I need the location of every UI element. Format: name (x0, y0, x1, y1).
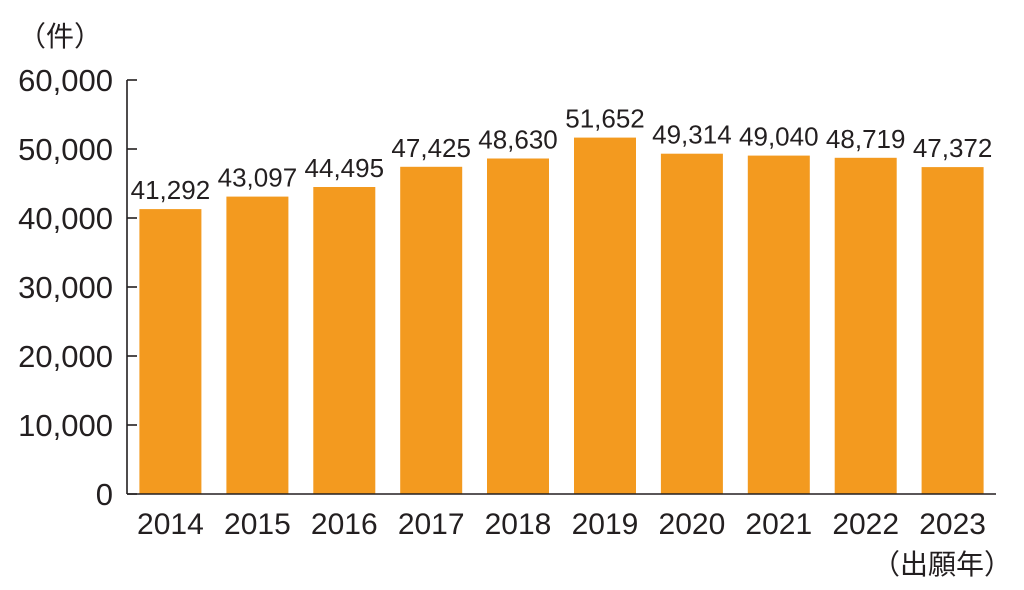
y-tick-label-0: 0 (96, 477, 113, 512)
x-tick-label-2014: 2014 (137, 508, 204, 541)
data-label-2014: 41,292 (131, 175, 211, 205)
y-tick-label-10000: 10,000 (18, 408, 113, 443)
bar-2017 (400, 166, 463, 495)
data-label-2017: 47,425 (391, 133, 471, 163)
bar-2014 (139, 209, 202, 494)
data-label-2015: 43,097 (218, 163, 298, 193)
labels-layer: 41,292 2014 43,097 2015 44,495 2016 47,425 2017… (18, 63, 992, 541)
y-tick-label-50000: 50,000 (18, 132, 113, 167)
data-label-2019: 51,652 (565, 104, 645, 134)
x-unit-label: （出願年） (872, 549, 1012, 580)
axis-layer (126, 79, 996, 495)
data-label-2016: 44,495 (305, 153, 385, 183)
y-tick-label-40000: 40,000 (18, 201, 113, 236)
bar-2018 (487, 158, 549, 494)
y-tick-label-30000: 30,000 (18, 270, 113, 305)
bar-2016 (313, 187, 376, 494)
x-tick-label-2020: 2020 (659, 508, 726, 541)
data-label-2022: 48,719 (826, 124, 906, 154)
bars-layer (139, 137, 984, 495)
x-tick-label-2019: 2019 (572, 508, 639, 541)
x-tick-label-2016: 2016 (311, 508, 378, 541)
y-tick-label-60000: 60,000 (18, 63, 113, 98)
data-label-2020: 49,314 (652, 120, 732, 150)
data-label-2021: 49,040 (739, 122, 819, 152)
x-tick-label-2022: 2022 (832, 508, 899, 541)
x-tick-label-2021: 2021 (745, 508, 812, 541)
y-tick-label-20000: 20,000 (18, 339, 113, 374)
bar-2022 (834, 157, 897, 495)
x-tick-label-2017: 2017 (398, 508, 465, 541)
bar-2023 (921, 167, 984, 494)
bar-2021 (747, 155, 810, 494)
y-unit-label: （件） (18, 21, 102, 52)
bar-2019 (574, 137, 636, 494)
x-tick-label-2018: 2018 (485, 508, 552, 541)
bar-2015 (226, 196, 289, 494)
x-tick-label-2015: 2015 (224, 508, 291, 541)
x-tick-label-2023: 2023 (919, 508, 986, 541)
data-label-2018: 48,630 (478, 125, 558, 155)
bar-2020 (660, 153, 723, 494)
data-label-2023: 47,372 (913, 133, 993, 163)
